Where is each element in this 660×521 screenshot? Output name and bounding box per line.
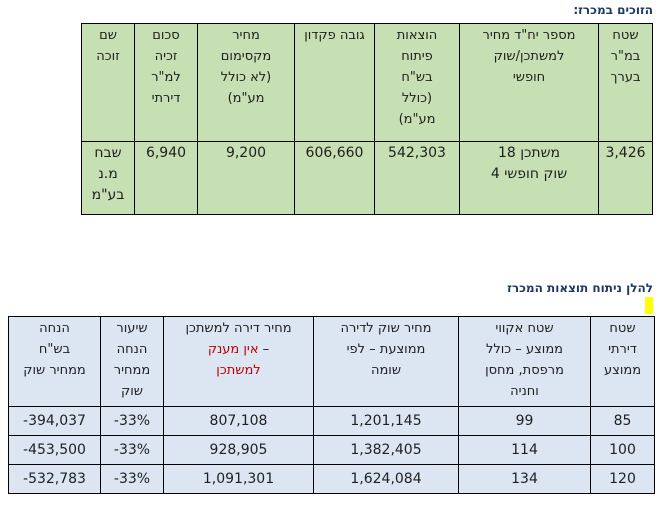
header-winner-name: שם זוכה (81, 23, 135, 142)
analysis-header-row: שטח דירתי ממוצע שטח אקווי ממוצע – כולל מ… (8, 316, 655, 407)
cell-avg-area: 100 (590, 435, 655, 465)
header-win-per-sqm: סכום זכיה למ"ר דירתי (134, 23, 198, 142)
cell-mishtaken-price: 928,905 (163, 435, 314, 465)
cell-equiv-area: 114 (458, 435, 591, 465)
cell-equiv-area: 99 (458, 406, 591, 436)
cell-deposit: 606,660 (294, 141, 375, 215)
cell-unit-count: משתכן 18 שוק חופשי 4 (459, 141, 599, 215)
yellow-highlight-mark (645, 297, 653, 314)
mishtaken-price-label: מחיר דירה למשתכן (185, 321, 292, 336)
cell-discount-nis: -394,037 (8, 406, 101, 436)
analysis-data-row: 85 99 1,201,145 807,108 -33% -394,037 (8, 406, 655, 436)
cell-area-sqm: 3,426 (598, 141, 653, 215)
cell-avg-area: 120 (590, 464, 655, 494)
winners-header-row: שטח במ"ר בערך מספר יח"ד מחיר למשתכן/שוק … (81, 23, 653, 142)
cell-market-price: 1,382,405 (313, 435, 459, 465)
cell-discount-rate: -33% (100, 435, 164, 465)
header-unit-count: מספר יח"ד מחיר למשתכן/שוק חופשי (459, 23, 599, 142)
analysis-data-row: 120 134 1,624,084 1,091,301 -33% -532,78… (8, 464, 655, 494)
cell-winner-name: שבח מ.נ בע"מ (81, 141, 135, 215)
cell-dev-costs: 542,303 (374, 141, 460, 215)
header-avg-equivalent-area: שטח אקווי ממוצע – כולל מרפסת, מחסן וחניה (458, 316, 591, 407)
cell-win-per-sqm: 6,940 (134, 141, 198, 215)
winners-data-row: 3,426 משתכן 18 שוק חופשי 4 542,303 606,6… (81, 141, 653, 215)
cell-max-price: 9,200 (197, 141, 295, 215)
analysis-section-title: להלן ניתוח תוצאות המכרז (507, 281, 653, 295)
header-mishtaken-price: מחיר דירה למשתכן – אין מענק למשתכן (163, 316, 314, 407)
cell-market-price: 1,201,145 (313, 406, 459, 436)
cell-discount-rate: -33% (100, 406, 164, 436)
cell-discount-nis: -532,783 (8, 464, 101, 494)
header-market-price: מחיר שוק לדירה ממוצעת – לפי שומה (313, 316, 459, 407)
winners-section-title: הזוכים במכרז: (573, 3, 653, 17)
no-grant-note: אין מענק למשתכן (207, 342, 261, 378)
cell-mishtaken-price: 1,091,301 (163, 464, 314, 494)
cell-equiv-area: 134 (458, 464, 591, 494)
header-avg-apartment-area: שטח דירתי ממוצע (590, 316, 655, 407)
cell-discount-nis: -453,500 (8, 435, 101, 465)
header-area-sqm: שטח במ"ר בערך (598, 23, 653, 142)
analysis-data-row: 100 114 1,382,405 928,905 -33% -453,500 (8, 435, 655, 465)
winners-table: שטח במ"ר בערך מספר יח"ד מחיר למשתכן/שוק … (81, 23, 653, 215)
no-grant-dash: – (262, 342, 270, 357)
header-deposit: גובה פקדון (294, 23, 375, 142)
cell-market-price: 1,624,084 (313, 464, 459, 494)
header-discount-rate: שיעור הנחה ממחיר שוק (100, 316, 164, 407)
spacer (5, 215, 653, 280)
analysis-table: שטח דירתי ממוצע שטח אקווי ממוצע – כולל מ… (8, 316, 655, 494)
cell-avg-area: 85 (590, 406, 655, 436)
highlight-row (5, 296, 653, 316)
header-discount-nis: הנחה בש"ח ממחיר שוק (8, 316, 101, 407)
header-dev-costs: הוצאות פיתוח בש"ח (כולל מע"מ) (374, 23, 460, 142)
cell-discount-rate: -33% (100, 464, 164, 494)
header-max-price: מחיר מקסימום (לא כולל מע"מ) (197, 23, 295, 142)
cell-mishtaken-price: 807,108 (163, 406, 314, 436)
